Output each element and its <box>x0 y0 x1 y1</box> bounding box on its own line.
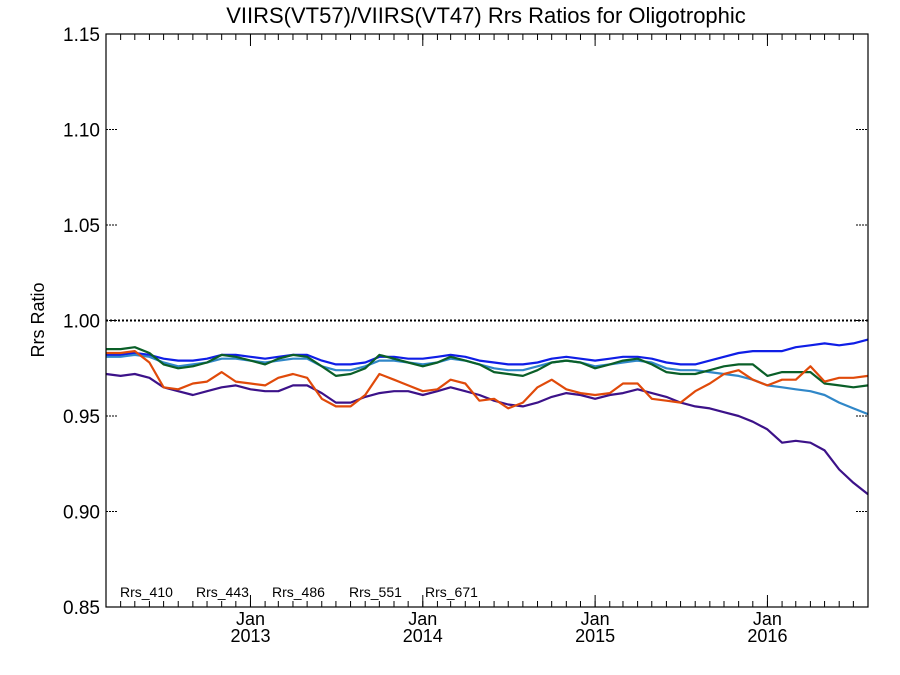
legend-entry: Rrs_486 <box>272 584 325 600</box>
series-line-rrs_443 <box>106 338 869 366</box>
y-tick-label: 1.15 <box>63 25 100 46</box>
y-tick-label: 0.95 <box>63 407 100 428</box>
x-tick-year-label: 2013 <box>230 626 270 646</box>
x-tick-year-label: 2015 <box>575 626 615 646</box>
y-tick-label: 1.00 <box>63 312 100 333</box>
y-tick-label: 0.85 <box>63 598 100 619</box>
y-tick-label: 1.05 <box>63 216 100 237</box>
y-axis-label: Rrs Ratio <box>28 282 48 357</box>
x-tick-label: Jan <box>753 609 782 629</box>
x-tick-year-label: 2014 <box>403 626 443 646</box>
plot-frame <box>105 33 869 608</box>
x-tick-label: Jan <box>408 609 437 629</box>
legend-entry: Rrs_443 <box>196 584 249 600</box>
legend-entry: Rrs_551 <box>349 584 402 600</box>
x-tick-label: Jan <box>581 609 610 629</box>
series-line-rrs_410 <box>105 372 869 496</box>
x-tick-year-label: 2016 <box>747 626 787 646</box>
plot-area: 0.850.900.951.001.051.101.15Jan2013Jan20… <box>63 25 869 646</box>
x-tick-label: Jan <box>236 609 265 629</box>
series-line-rrs_551 <box>106 346 869 389</box>
series-line-rrs_671 <box>106 350 869 410</box>
chart-title: VIIRS(VT57)/VIIRS(VT47) Rrs Ratios for O… <box>226 3 746 28</box>
series-line-rrs_486 <box>106 353 869 416</box>
y-tick-label: 1.10 <box>63 121 100 142</box>
legend-entry: Rrs_671 <box>425 584 478 600</box>
y-tick-label: 0.90 <box>63 503 100 524</box>
legend-entry: Rrs_410 <box>120 584 173 600</box>
